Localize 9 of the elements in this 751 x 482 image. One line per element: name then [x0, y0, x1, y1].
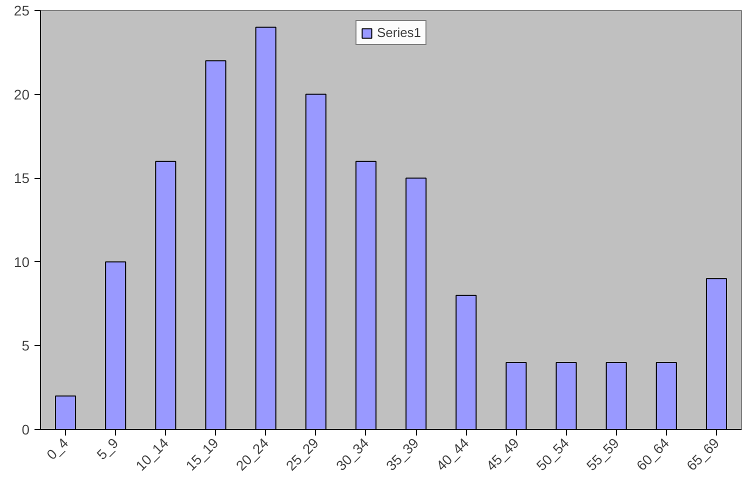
- y-tick-label: 25: [14, 2, 30, 18]
- legend-label: Series1: [376, 25, 422, 40]
- y-tick-label: 10: [14, 254, 30, 270]
- y-tick-label: 5: [22, 338, 30, 354]
- x-tick-label: 5_9: [93, 434, 122, 463]
- x-tick-label: 0_4: [43, 434, 72, 463]
- y-tick-label: 0: [22, 422, 30, 438]
- y-tick-label: 20: [14, 86, 30, 102]
- y-tick-label: 15: [14, 170, 30, 186]
